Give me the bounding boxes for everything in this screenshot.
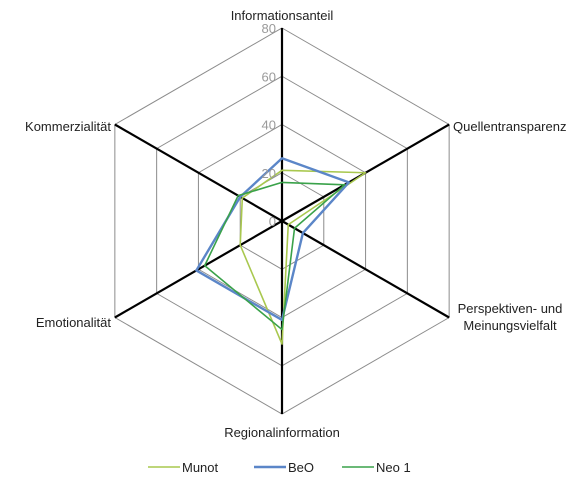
axis-spokes <box>114 28 450 414</box>
legend-label-2: Neo 1 <box>376 460 411 475</box>
legend-item-0: Munot <box>148 460 219 475</box>
series-lines <box>195 157 367 345</box>
legend-item-2: Neo 1 <box>342 460 411 475</box>
axis-label-4: Emotionalität <box>36 315 112 330</box>
tick-label-20: 20 <box>262 166 276 181</box>
series-line-1 <box>195 157 351 322</box>
axis-label-5: Kommerzialität <box>25 119 111 134</box>
axis-labels: Informationsanteil Quellentransparenz Pers… <box>25 8 566 440</box>
tick-label-40: 40 <box>262 118 276 133</box>
legend-label-1: BeO <box>288 460 314 475</box>
tick-label-0: 0 <box>269 214 276 229</box>
legend-label-0: Munot <box>182 460 219 475</box>
series-line-0 <box>239 169 367 345</box>
axis-spoke-2 <box>281 220 450 319</box>
axis-label-0: Informationsanteil <box>231 8 334 23</box>
axis-label-3: Regionalinformation <box>224 425 340 440</box>
series-line-2 <box>203 181 346 331</box>
legend-item-1: BeO <box>254 460 314 475</box>
tick-label-60: 60 <box>262 69 276 84</box>
axis-label-2: Perspektiven- und Meinungsvielfalt <box>458 301 563 333</box>
axis-spoke-5 <box>114 123 283 222</box>
legend: Munot BeO Neo 1 <box>148 460 411 475</box>
axis-label-1: Quellentransparenz <box>453 119 566 134</box>
tick-label-80: 80 <box>262 21 276 36</box>
tick-labels: 0 20 40 60 80 <box>262 21 276 229</box>
